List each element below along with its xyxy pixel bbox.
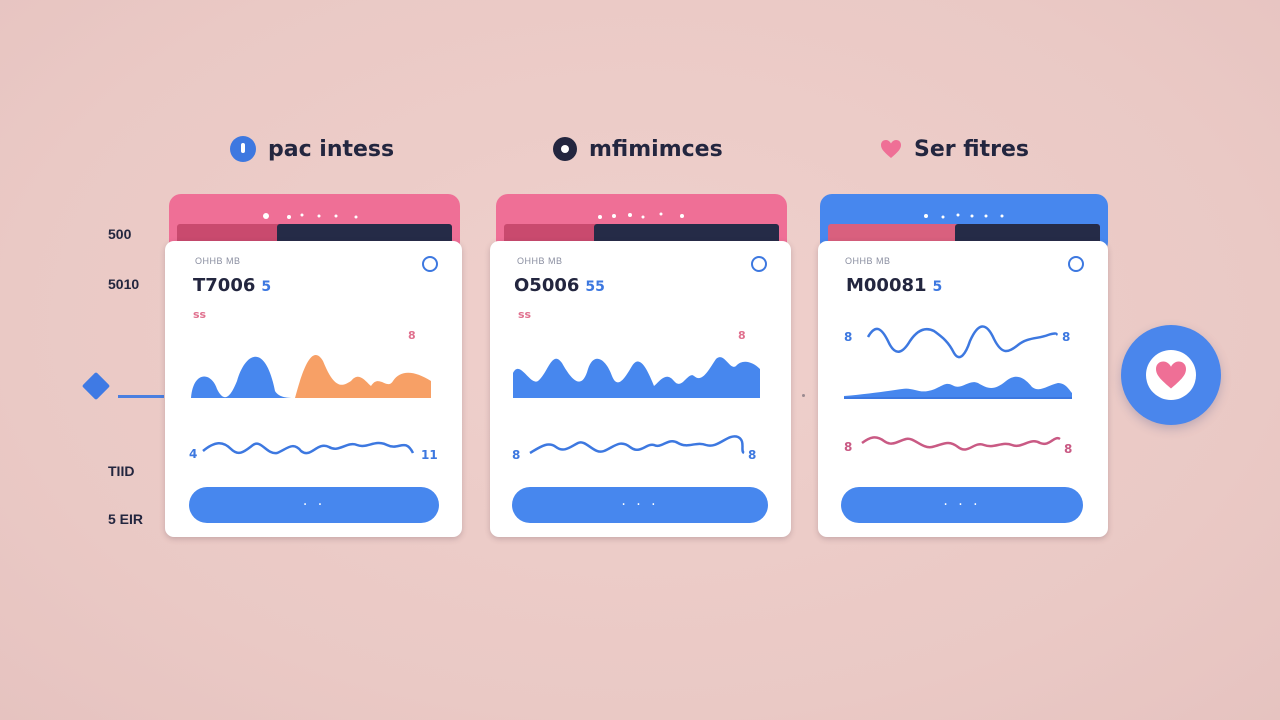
separator-dot [802,394,805,397]
card-value: M00081 5 [846,275,942,296]
favorite-button[interactable] [1121,325,1221,425]
metric-card-3: OHHB MB M00081 5 8 8 8 8 · · · [818,241,1108,537]
column-title-3: Ser fitres [880,134,1029,164]
row-left-label: 8 [844,440,852,454]
column-title-2: mfimimces [553,134,723,164]
panel-band-dark [594,224,779,244]
blue-dot-icon [230,136,256,162]
area-wave-blue [513,357,760,398]
card-wave-chart: 8 8 8 8 [844,325,1072,456]
column-title-label: Ser fitres [914,136,1029,162]
line-wave [529,435,745,455]
panel-band-dark [955,224,1100,244]
card-value: T7006 5 [193,275,271,296]
line-wave-pink [861,436,1061,451]
card-small-label: OHHB MB [195,256,241,266]
row-right-label: 8 [748,448,756,462]
side-label-3: TIID [108,463,135,479]
ring-icon[interactable] [1068,256,1084,272]
dots-decoration [263,213,358,219]
heart-icon [880,139,902,159]
card-value-number: M00081 [846,275,927,296]
dark-dot-icon [553,137,577,161]
side-label-1: 500 [108,226,132,242]
mini-right-label: 8 [738,329,746,342]
column-title-label: pac intess [268,136,395,162]
area-wave-blue [844,376,1072,399]
card-pink-marker: ss [518,308,532,321]
card-wave-chart: 8 4 11 [189,329,438,462]
card-value-number: T7006 [193,275,256,296]
column-title-label: mfimimces [589,136,723,162]
card-action-button[interactable]: · · [189,487,439,523]
mini-right-label: 8 [408,329,416,342]
area-wave-orange [295,355,431,398]
card-value-unit: 55 [585,279,605,295]
area-wave-blue [191,356,295,398]
metric-card-2: OHHB MB O5006 55 ss 8 8 8 · · · [490,241,791,537]
ring-icon[interactable] [422,256,438,272]
card-action-button[interactable]: · · · [512,487,768,523]
line-wave [202,441,415,455]
mini-right-label: 8 [1062,330,1070,344]
heart-icon [1156,361,1186,389]
panel-band-dark [277,224,452,244]
column-title-1: pac intess [230,134,394,164]
dots-decoration [598,212,684,219]
card-small-label: OHHB MB [517,256,563,266]
side-label-4: 5 EIR [108,511,144,527]
card-value-number: O5006 [514,275,580,296]
favorite-button-inner [1146,350,1196,400]
card-small-label: OHHB MB [845,256,891,266]
row-left-label: 8 [512,448,520,462]
card-pink-marker: ss [193,308,207,321]
line-wave-upper [866,325,1058,359]
card-action-button[interactable]: · · · [841,487,1083,523]
row-right-label: 8 [1064,442,1072,456]
mini-left-label: 8 [844,330,852,344]
row-right-label: 11 [421,448,438,462]
metric-card-1: OHHB MB T7006 5 ss 8 4 11 · · [165,241,462,537]
card-wave-chart: 8 8 8 [512,329,760,462]
diamond-icon[interactable] [81,371,111,401]
card-value: O5006 55 [514,275,605,296]
side-label-2: 5010 [108,276,140,292]
card-value-unit: 5 [932,279,943,295]
row-left-label: 4 [189,447,197,461]
dots-decoration [924,213,1004,219]
connector-line [118,395,164,398]
ring-icon[interactable] [751,256,767,272]
card-value-unit: 5 [261,279,272,295]
